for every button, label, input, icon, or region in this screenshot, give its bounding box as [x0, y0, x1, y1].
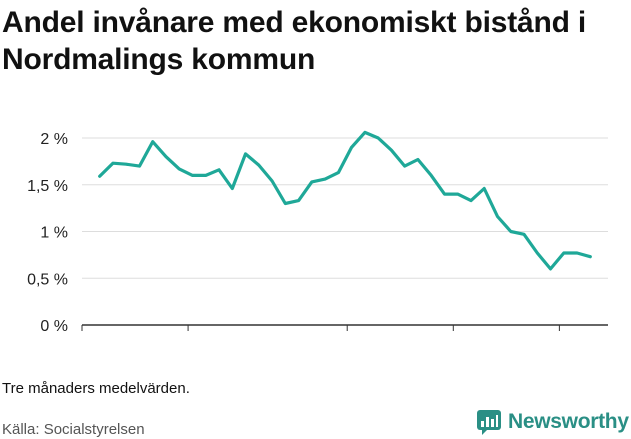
x-tick-label: 2014	[64, 339, 100, 340]
newsworthy-chart-logo-icon	[477, 409, 501, 435]
y-tick-label: 1,5 %	[27, 178, 68, 195]
series-line	[98, 130, 592, 271]
x-tick-label: 2021	[435, 339, 471, 340]
source-credit: Källa: Socialstyrelsen	[2, 421, 145, 438]
y-tick-label: 1 %	[40, 225, 68, 242]
x-tick-label: 2023	[542, 339, 578, 340]
y-axis-tick-labels: 0 % 0,5 % 1 % 1,5 % 2 %	[27, 131, 68, 335]
y-tick-label: 0,5 %	[27, 271, 68, 288]
y-tick-label: 0 %	[40, 318, 68, 335]
grid-lines	[82, 137, 608, 279]
x-tick-label: 2016	[170, 339, 206, 340]
newsworthy-logo[interactable]: Newsworthy	[476, 407, 629, 437]
line-chart: 0 % 0,5 % 1 % 1,5 % 2 % 2014 2016 2019 2021 2023	[27, 130, 608, 340]
y-tick-label: 2 %	[40, 131, 68, 148]
chart-title: Andel invånare med ekonomiskt bistånd i …	[2, 6, 587, 76]
brand-name: Newsworthy	[508, 410, 629, 433]
x-tick-label: 2019	[329, 339, 365, 340]
chart-note: Tre månaders medelvärden.	[2, 380, 190, 397]
x-axis: 2014 2016 2019 2021 2023	[64, 324, 608, 340]
series-layer	[98, 130, 592, 271]
